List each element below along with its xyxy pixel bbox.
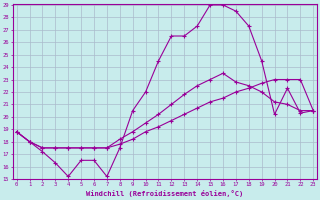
X-axis label: Windchill (Refroidissement éolien,°C): Windchill (Refroidissement éolien,°C) xyxy=(86,190,244,197)
